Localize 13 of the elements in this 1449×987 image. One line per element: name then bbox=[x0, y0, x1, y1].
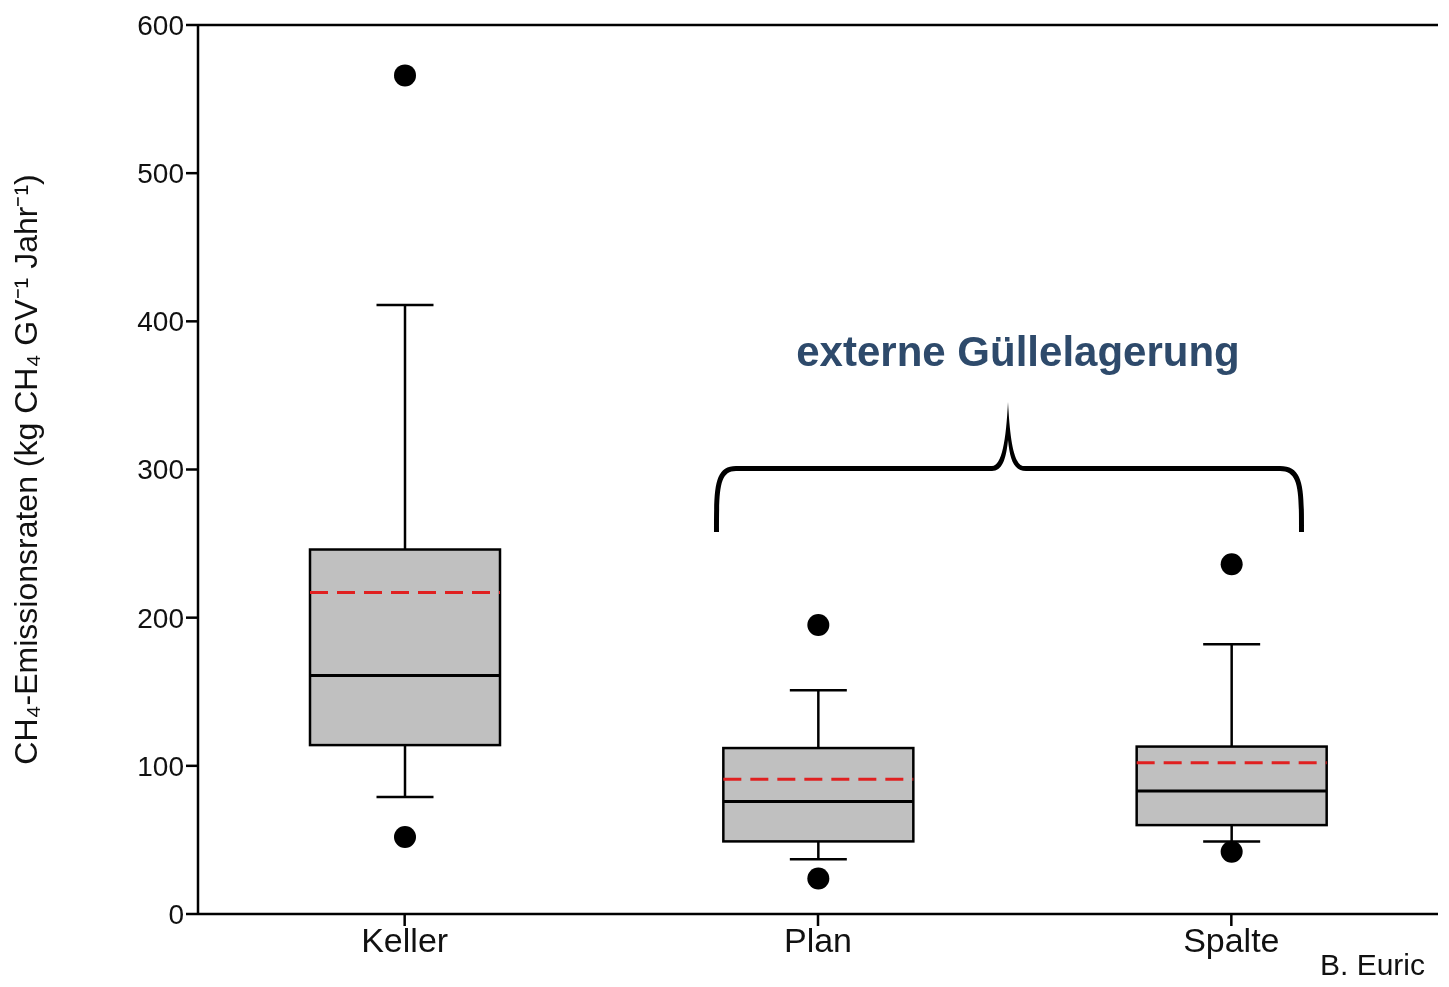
x-tick-label: Keller bbox=[361, 921, 449, 960]
y-tick-label: 500 bbox=[137, 158, 184, 190]
x-tick-label: Spalte bbox=[1183, 921, 1280, 960]
annotation: externe Güllelagerung bbox=[795, 328, 1241, 376]
y-tick-label: 0 bbox=[168, 898, 184, 930]
y-axis-title: CH₄-Emissionsraten (kg CH₄ GV⁻¹ Jahr⁻¹) bbox=[8, 174, 45, 765]
y-tick-label: 600 bbox=[137, 9, 184, 41]
y-tick-label: 100 bbox=[137, 750, 184, 782]
x-tick-label: Plan bbox=[783, 921, 853, 960]
y-tick-label: 300 bbox=[137, 454, 184, 486]
text: B. Euric bbox=[1320, 948, 1426, 982]
y-tick-label: 200 bbox=[137, 602, 184, 634]
y-tick-label: 400 bbox=[137, 306, 184, 338]
